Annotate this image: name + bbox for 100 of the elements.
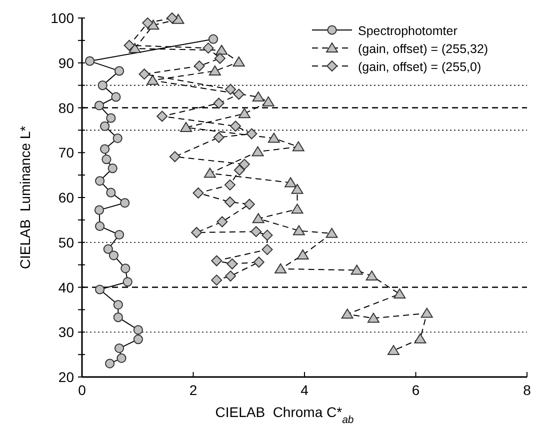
point <box>224 196 236 208</box>
point <box>116 353 126 363</box>
point <box>114 343 124 354</box>
point <box>292 141 304 152</box>
point <box>292 225 305 236</box>
point <box>420 308 433 318</box>
point <box>95 284 105 294</box>
point <box>284 177 297 188</box>
y-tick-label: 70 <box>58 144 74 161</box>
y-tick-label: 60 <box>58 190 74 206</box>
point <box>234 164 245 176</box>
point <box>202 42 214 54</box>
point <box>225 84 236 95</box>
x-axis-title: CIELAB Chroma C*$_{ab}$ <box>215 404 354 426</box>
point <box>367 312 380 323</box>
point <box>211 255 222 266</box>
x-tick-label: 0 <box>78 382 86 398</box>
point <box>291 184 304 194</box>
point <box>262 230 273 241</box>
point <box>253 256 264 268</box>
point <box>106 113 116 123</box>
legend-label: (gain, offset) = (255,32) <box>358 42 488 56</box>
point <box>98 80 108 90</box>
point <box>114 230 124 240</box>
point <box>213 132 224 143</box>
point <box>133 325 143 335</box>
point <box>114 66 124 76</box>
point <box>233 88 244 100</box>
point <box>120 198 130 208</box>
point <box>156 110 168 122</box>
point <box>138 68 150 80</box>
point <box>146 74 159 85</box>
point <box>252 146 264 156</box>
point <box>124 40 135 51</box>
point <box>262 96 274 106</box>
point <box>113 300 123 310</box>
point <box>341 308 354 319</box>
point <box>244 198 255 210</box>
point <box>394 288 406 298</box>
y-tick-label: 100 <box>50 10 74 26</box>
point <box>296 249 309 260</box>
point <box>100 144 110 154</box>
point <box>194 60 205 72</box>
point <box>250 226 262 238</box>
point <box>113 312 123 322</box>
y-tick-label: 50 <box>58 234 74 250</box>
point <box>388 345 400 356</box>
point <box>204 168 216 178</box>
x-tick-label: 2 <box>189 382 198 398</box>
point <box>169 151 180 162</box>
point <box>216 216 228 228</box>
x-tick-label: 4 <box>300 382 309 398</box>
point <box>216 44 228 55</box>
point <box>95 221 105 232</box>
point <box>112 133 122 144</box>
point <box>213 98 224 109</box>
point <box>191 227 202 238</box>
point <box>262 244 273 256</box>
point <box>120 264 130 274</box>
legend-label: (gain, offset) = (255,0) <box>358 60 482 74</box>
x-tick-label: 6 <box>412 382 420 398</box>
point <box>225 270 236 282</box>
point <box>274 263 287 274</box>
point <box>122 277 132 287</box>
point <box>226 258 238 270</box>
point <box>166 12 178 24</box>
point <box>230 120 242 132</box>
point <box>128 43 141 54</box>
point <box>246 128 258 140</box>
point <box>95 176 105 186</box>
y-axis-title: CIELAB Luminance L* <box>17 125 33 270</box>
point <box>133 334 143 344</box>
point <box>211 274 222 286</box>
legend-label: Spectrophotomter <box>358 24 458 38</box>
point <box>180 122 192 132</box>
y-tick-label: 20 <box>58 369 74 385</box>
point <box>224 179 236 190</box>
point <box>108 250 119 260</box>
point <box>291 204 304 214</box>
point <box>252 91 264 102</box>
point <box>238 158 250 170</box>
x-tick-label: 8 <box>523 382 532 398</box>
point <box>111 92 121 102</box>
point <box>268 132 280 143</box>
point <box>192 188 204 199</box>
point <box>84 56 95 66</box>
point <box>414 333 426 344</box>
point <box>214 52 226 64</box>
point <box>350 264 363 275</box>
point <box>94 205 104 215</box>
point <box>102 154 112 164</box>
point <box>232 56 245 66</box>
point <box>252 213 264 224</box>
point <box>108 164 118 174</box>
point <box>103 244 113 254</box>
point <box>326 228 338 238</box>
point <box>208 34 218 44</box>
y-tick-label: 80 <box>58 100 74 116</box>
point <box>366 270 378 281</box>
point <box>105 358 115 368</box>
